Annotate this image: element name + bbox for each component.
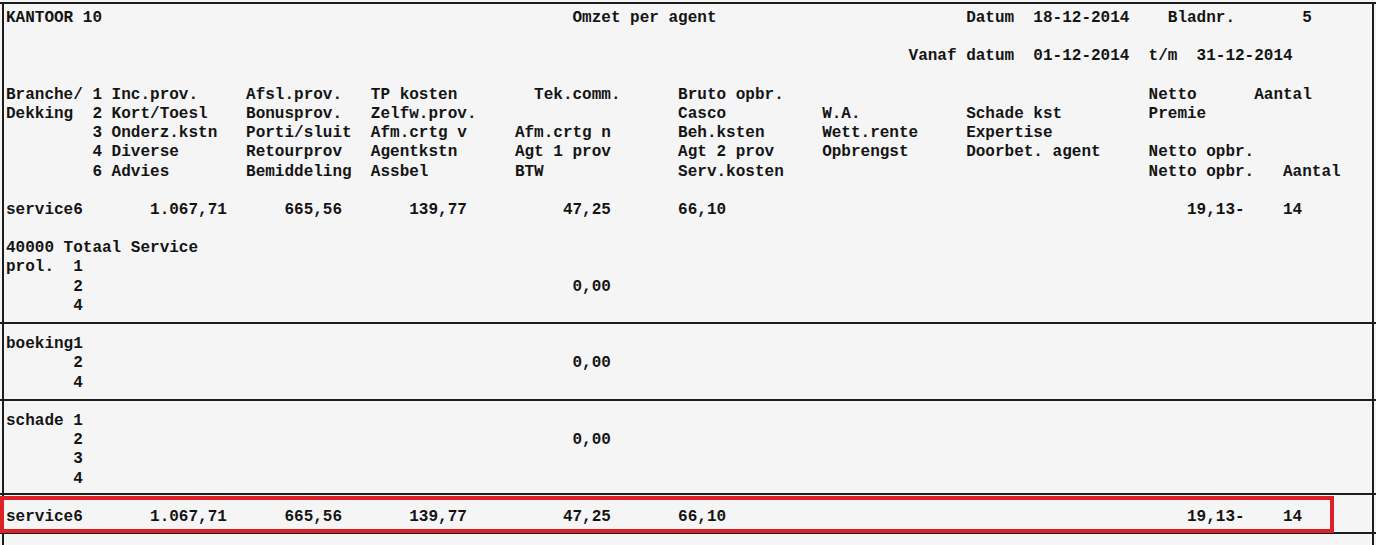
column-header-line-5: 6 Advies Bemiddeling Assbel BTW Serv.kos… (6, 163, 1341, 182)
row-totaal-service: 40000 Totaal Service (6, 239, 1341, 258)
row-prol-2: 2 0,00 (6, 278, 1341, 297)
page-right-border (1372, 2, 1374, 545)
row-schade-1: schade 1 (6, 412, 1341, 431)
row-boeking1: boeking1 (6, 335, 1341, 354)
column-header-line-2: Dekking 2 Kort/Toesl Bonusprov. Zelfw.pr… (6, 105, 1341, 124)
blank-line (6, 316, 1341, 335)
row-boeking-2: 2 0,00 (6, 354, 1341, 373)
page-top-border (0, 2, 1376, 4)
section-divider (0, 399, 1376, 401)
report-page: KANTOOR 10 Omzet per agent Datum 18-12-2… (0, 0, 1376, 545)
report-body: KANTOOR 10 Omzet per agent Datum 18-12-2… (6, 9, 1341, 527)
period-line: Vanaf datum 01-12-2014 t/m 31-12-2014 (6, 47, 1341, 66)
blank-line (6, 28, 1341, 47)
page-left-border (2, 2, 4, 545)
column-header-line-3: 3 Onderz.kstn Porti/sluit Afm.crtg v Afm… (6, 124, 1341, 143)
section-divider (0, 532, 1376, 534)
row-prol-4: 4 (6, 297, 1341, 316)
section-divider (0, 322, 1376, 324)
row-prol-1: prol. 1 (6, 258, 1341, 277)
page-header-line: KANTOOR 10 Omzet per agent Datum 18-12-2… (6, 9, 1341, 28)
column-header-line-1: Branche/ 1 Inc.prov. Afsl.prov. TP koste… (6, 86, 1341, 105)
blank-line (6, 393, 1341, 412)
row-service6: service6 1.067,71 665,56 139,77 47,25 66… (6, 201, 1341, 220)
column-header-line-4: 4 Diverse Retourprov Agentkstn Agt 1 pro… (6, 143, 1341, 162)
row-boeking-4: 4 (6, 374, 1341, 393)
row-schade-4: 4 (6, 470, 1341, 489)
row-schade-3: 3 (6, 450, 1341, 469)
row-schade-2: 2 0,00 (6, 431, 1341, 450)
blank-line (6, 489, 1341, 508)
row-service6-highlighted: service6 1.067,71 665,56 139,77 47,25 66… (6, 508, 1341, 527)
blank-line (6, 220, 1341, 239)
section-divider (0, 493, 1376, 495)
blank-line (6, 67, 1341, 86)
blank-line (6, 182, 1341, 201)
